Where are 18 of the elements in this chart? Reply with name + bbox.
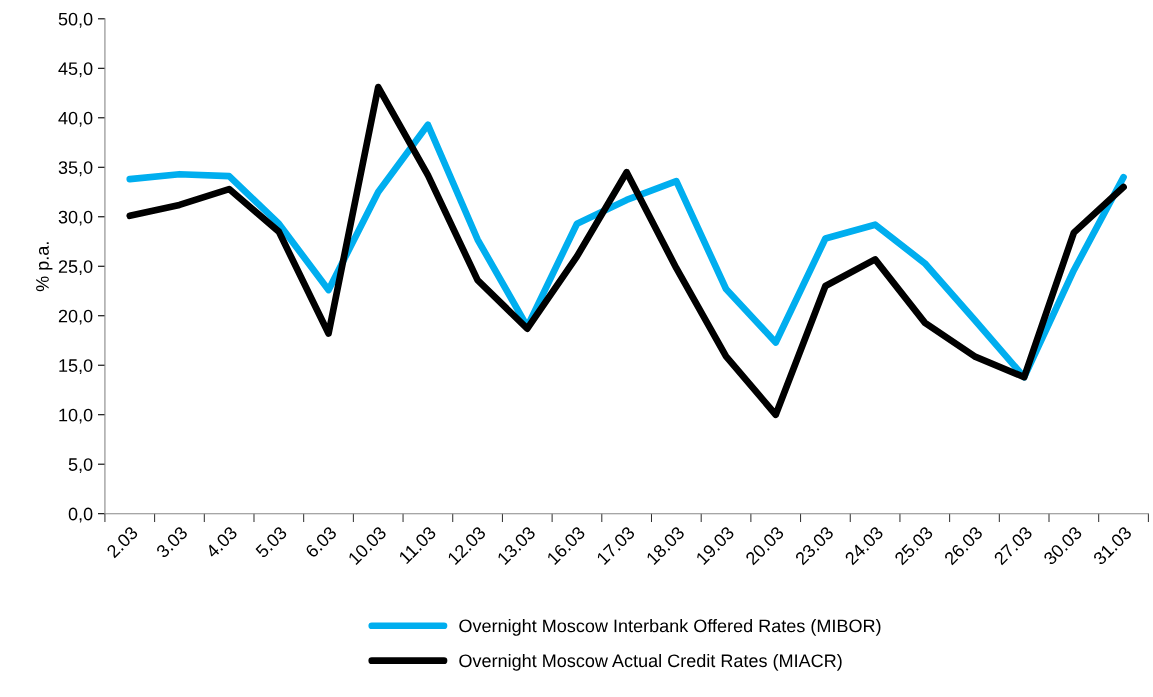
x-tick-label: 5.03 (254, 525, 288, 559)
y-tick-label: 30,0 (58, 210, 93, 226)
y-tick-label: 20,0 (58, 309, 93, 325)
y-tick-label: 45,0 (58, 62, 93, 78)
y-tick-label: 25,0 (58, 260, 93, 276)
legend-label: Overnight Moscow Actual Credit Rates (MIACR) (459, 653, 842, 671)
y-tick-label: 40,0 (58, 111, 93, 127)
y-tick-label: 0,0 (68, 507, 93, 523)
y-tick-label: 35,0 (58, 161, 93, 177)
y-axis-title: % p.a. (36, 242, 53, 292)
legend-label: Overnight Moscow Interbank Offered Rates (MIBOR) (459, 619, 881, 636)
y-tick-label: 10,0 (59, 408, 93, 424)
x-tick-label: 3.03 (155, 525, 189, 559)
x-tick-label: 4.03 (204, 525, 238, 559)
y-tick-label: 5,0 (68, 458, 93, 474)
y-tick-label: 15,0 (59, 359, 93, 375)
x-tick-label: 6.03 (304, 525, 338, 559)
y-tick-label: 50,0 (58, 12, 93, 28)
